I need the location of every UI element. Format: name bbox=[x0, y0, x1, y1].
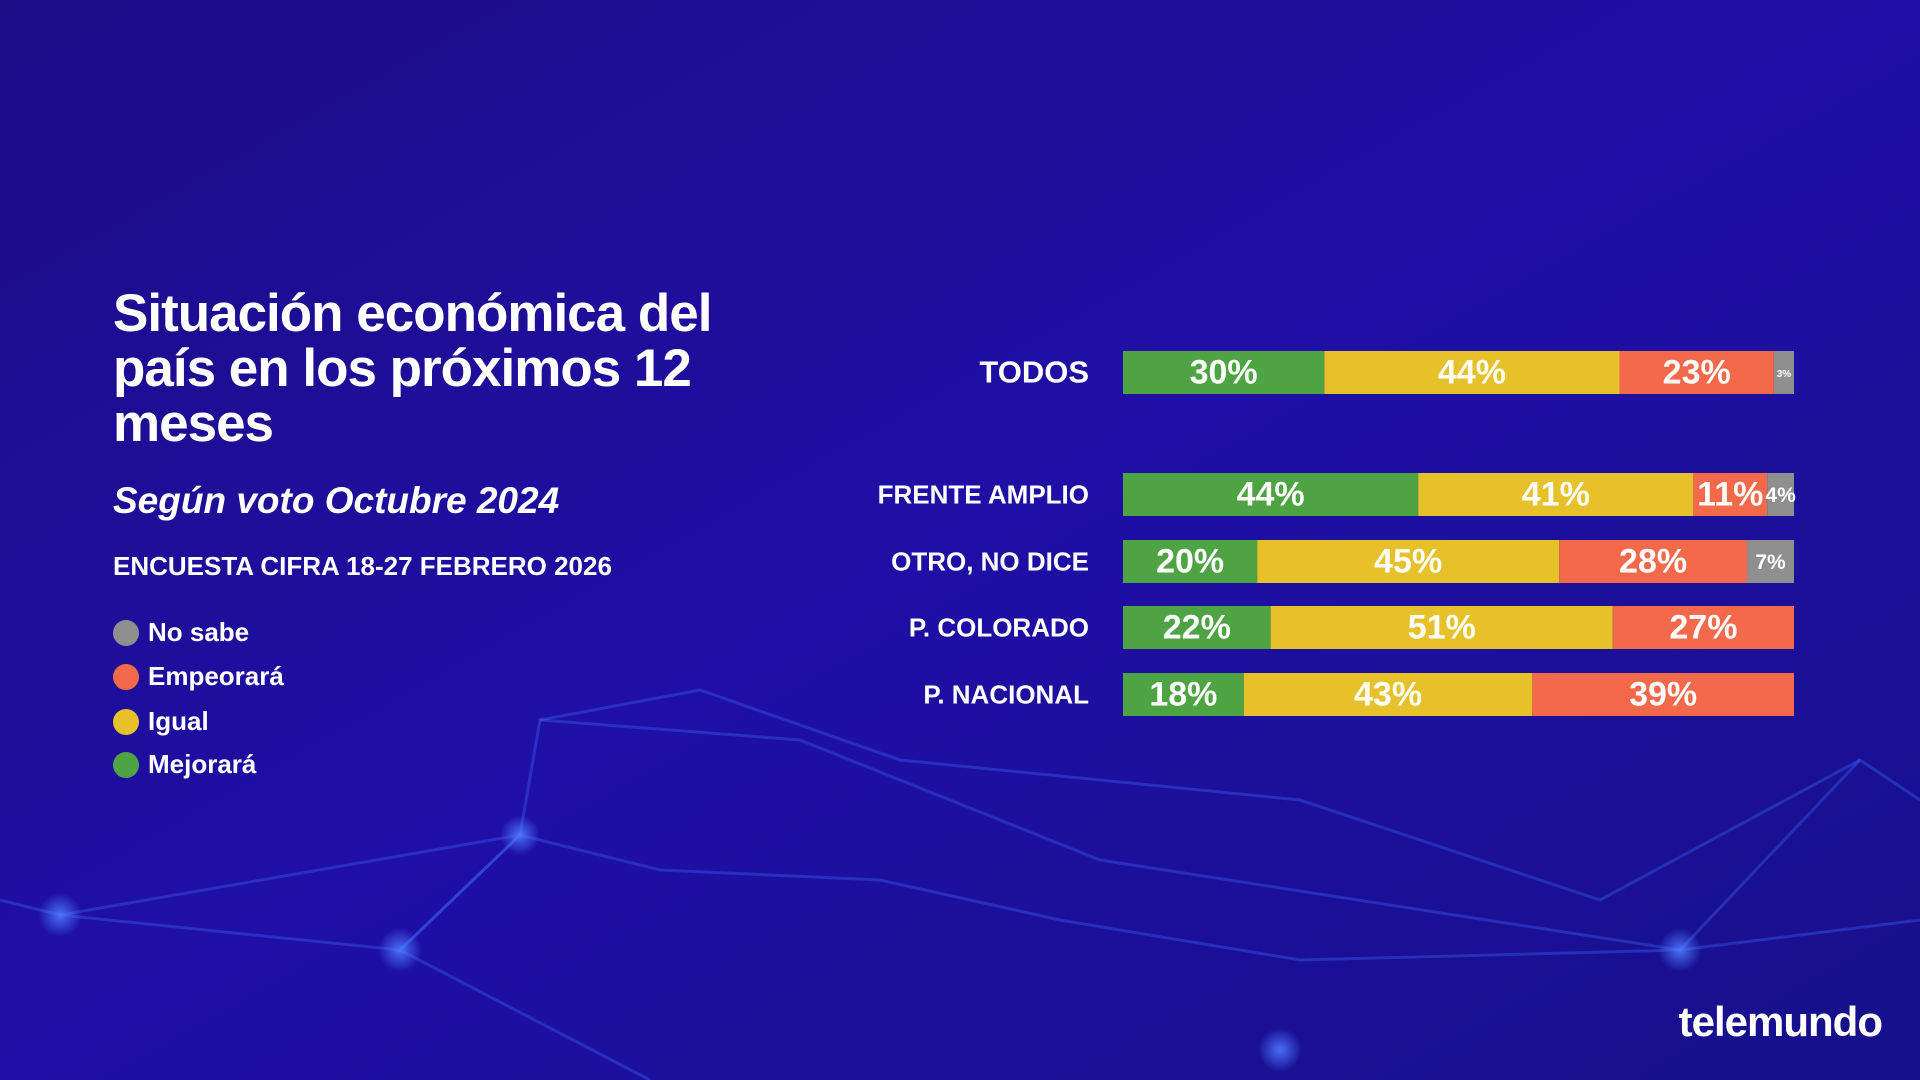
value-label: 3% bbox=[1777, 369, 1792, 380]
legend-label: Mejorará bbox=[148, 749, 257, 779]
bar-segment bbox=[1324, 351, 1620, 394]
value-label: 39% bbox=[1629, 675, 1697, 713]
value-label: 18% bbox=[1149, 675, 1217, 713]
legend-label: No sabe bbox=[148, 617, 249, 647]
bar-segment bbox=[1270, 606, 1613, 649]
bar-segment bbox=[1123, 606, 1271, 649]
value-label: 22% bbox=[1163, 608, 1231, 646]
value-label: 51% bbox=[1408, 608, 1476, 646]
value-label: 30% bbox=[1190, 353, 1258, 391]
bar-segment bbox=[1767, 473, 1794, 516]
category-label: FRENTE AMPLIO bbox=[878, 479, 1089, 509]
value-label: 43% bbox=[1354, 675, 1422, 713]
category-label: OTRO, NO DICE bbox=[891, 546, 1089, 576]
value-label: 44% bbox=[1237, 475, 1305, 513]
bar-segment bbox=[1619, 351, 1774, 394]
category-label: P. NACIONAL bbox=[923, 679, 1089, 709]
bar-segment bbox=[1773, 351, 1794, 394]
value-label: 45% bbox=[1374, 542, 1442, 580]
legend-swatch bbox=[113, 709, 139, 735]
bar-segment bbox=[1123, 673, 1244, 716]
brand-logo: telemundo bbox=[1679, 998, 1883, 1045]
bar-segment bbox=[1747, 540, 1794, 583]
bar-segment bbox=[1612, 606, 1794, 649]
value-label: 27% bbox=[1669, 608, 1737, 646]
bar-segment bbox=[1243, 673, 1533, 716]
bar-segment bbox=[1559, 540, 1748, 583]
note: ENCUESTA CIFRA 18-27 FEBRERO 2026 bbox=[113, 551, 612, 581]
chart-title: Situación económica del país en los próx… bbox=[113, 284, 712, 453]
bar-segment bbox=[1123, 473, 1419, 516]
bar-segment bbox=[1123, 540, 1258, 583]
value-label: 11% bbox=[1697, 475, 1763, 513]
value-label: 28% bbox=[1619, 542, 1687, 580]
legend-label: Igual bbox=[148, 706, 209, 736]
bar-segment bbox=[1257, 540, 1560, 583]
legend-swatch bbox=[113, 752, 139, 778]
value-label: 41% bbox=[1522, 475, 1590, 513]
network-nodes bbox=[38, 815, 1702, 1072]
legend-swatch bbox=[113, 664, 139, 690]
legend-swatch bbox=[113, 620, 139, 646]
bar-segment bbox=[1693, 473, 1768, 516]
value-label: 7% bbox=[1755, 551, 1786, 574]
bar-segment bbox=[1123, 351, 1325, 394]
value-label: 4% bbox=[1765, 484, 1796, 507]
bar-segment bbox=[1532, 673, 1794, 716]
value-label: 20% bbox=[1156, 542, 1224, 580]
bar-segment bbox=[1418, 473, 1694, 516]
category-label: P. COLORADO bbox=[909, 612, 1089, 642]
value-label: 44% bbox=[1438, 353, 1506, 391]
category-label: TODOS bbox=[979, 355, 1089, 390]
value-label: 23% bbox=[1663, 353, 1731, 391]
subtitle: Según voto Octubre 2024 bbox=[113, 480, 559, 521]
legend-label: Empeorará bbox=[148, 661, 284, 691]
